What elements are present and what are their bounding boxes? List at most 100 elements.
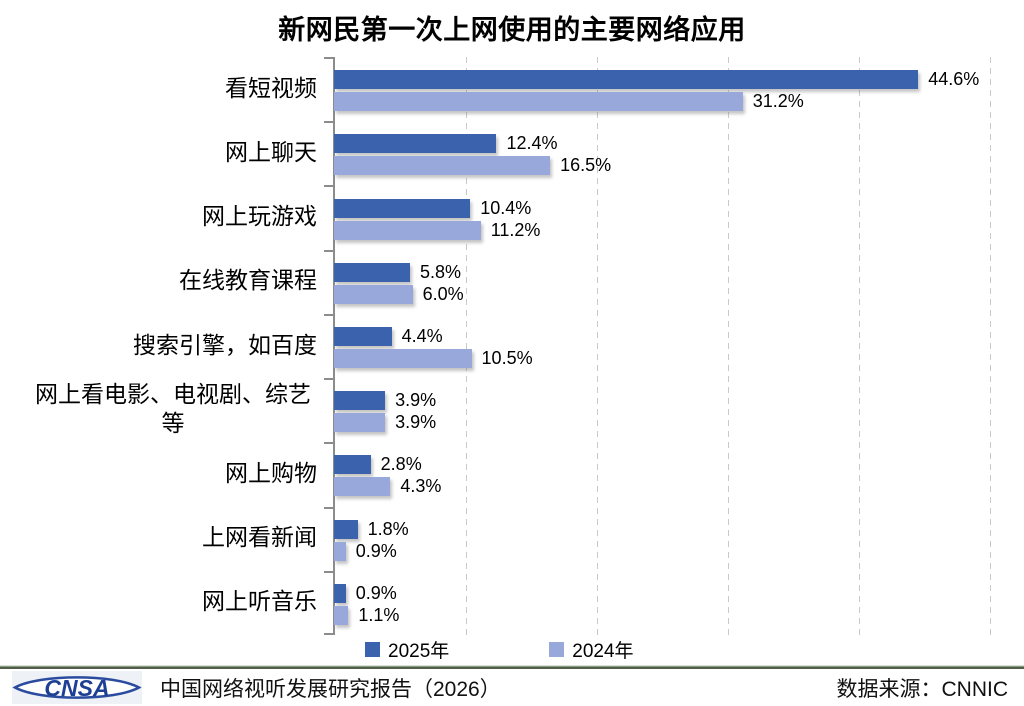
bars-stack: 44.6% 31.2% bbox=[334, 67, 980, 112]
bar-line: 2.8% bbox=[334, 454, 441, 475]
legend-item-2025年: 2025年 bbox=[365, 636, 449, 663]
bar-2025年 bbox=[334, 134, 497, 154]
bar-2024年 bbox=[334, 220, 481, 240]
bar-line: 1.8% bbox=[334, 518, 409, 539]
axis-tick bbox=[324, 121, 333, 123]
category-label: 网上听音乐 bbox=[202, 589, 317, 615]
bar-2024年 bbox=[334, 92, 743, 112]
bar-value-label: 4.4% bbox=[401, 325, 443, 346]
category-label-cell: 网上购物 bbox=[0, 460, 333, 489]
category-label-cell: 网上聊天 bbox=[0, 139, 333, 168]
bars-cell: 44.6% 31.2% bbox=[333, 57, 1024, 121]
bar-line: 44.6% bbox=[334, 69, 980, 90]
category-label-cell: 看短视频 bbox=[0, 75, 333, 104]
category-row: 在线教育课程 5.8% 6.0% bbox=[0, 250, 1024, 314]
bars-stack: 0.9% 1.1% bbox=[334, 581, 399, 625]
category-label-cell: 网上看电影、电视剧、综艺等 bbox=[0, 381, 333, 439]
footer-divider bbox=[0, 665, 1024, 669]
axis-tick bbox=[324, 185, 333, 187]
bars-stack: 5.8% 6.0% bbox=[334, 260, 464, 304]
category-label: 网上聊天 bbox=[225, 139, 317, 165]
bar-2024年 bbox=[334, 284, 413, 304]
cnsa-logo: CNSA bbox=[12, 671, 142, 704]
legend-marker-icon bbox=[549, 642, 565, 657]
bar-value-label: 3.9% bbox=[395, 412, 437, 433]
gridline-30 bbox=[728, 57, 729, 635]
bar-value-label: 1.1% bbox=[358, 604, 400, 625]
category-label: 搜索引擎，如百度 bbox=[133, 332, 317, 358]
bars-stack: 2.8% 4.3% bbox=[334, 452, 442, 497]
bar-value-label: 5.8% bbox=[419, 261, 461, 282]
axis-tick bbox=[324, 571, 333, 573]
axis-tick bbox=[324, 507, 333, 509]
category-label-cell: 在线教育课程 bbox=[0, 267, 333, 296]
axis-tick bbox=[324, 378, 333, 380]
category-row: 搜索引擎，如百度 4.4% 10.5% bbox=[0, 314, 1024, 378]
report-title: 中国网络视听发展研究报告（2026） bbox=[160, 677, 501, 701]
bar-2025年 bbox=[334, 198, 471, 218]
bar-value-label: 6.0% bbox=[422, 283, 464, 304]
bars-cell: 2.8% 4.3% bbox=[333, 442, 1024, 506]
bars-cell: 3.9% 3.9% bbox=[333, 378, 1024, 442]
bar-line: 0.9% bbox=[334, 540, 409, 561]
chart-title: 新网民第一次上网使用的主要网络应用 bbox=[278, 15, 746, 45]
bar-2024年 bbox=[334, 413, 386, 433]
category-axis-line bbox=[333, 57, 335, 635]
category-label-cell: 网上玩游戏 bbox=[0, 203, 333, 232]
bar-2025年 bbox=[334, 455, 371, 475]
category-label-cell: 上网看新闻 bbox=[0, 524, 333, 553]
bar-line: 5.8% bbox=[334, 261, 464, 282]
bar-2025年 bbox=[334, 519, 358, 539]
bar-value-label: 11.2% bbox=[490, 219, 541, 240]
legend-marker-icon bbox=[365, 642, 380, 657]
category-row: 看短视频 44.6% 31.2% bbox=[0, 57, 1024, 121]
bar-value-label: 1.8% bbox=[367, 518, 409, 539]
bar-2024年 bbox=[334, 477, 391, 497]
category-row: 网上听音乐 0.9% 1.1% bbox=[0, 571, 1024, 635]
bar-value-label: 16.5% bbox=[560, 155, 612, 176]
axis-tick bbox=[324, 57, 333, 59]
cnsa-logo-text: CNSA bbox=[44, 675, 109, 701]
bars-cell: 10.4% 11.2% bbox=[333, 185, 1024, 249]
bar-line: 0.9% bbox=[334, 582, 399, 603]
category-label: 上网看新闻 bbox=[202, 525, 317, 551]
bars-stack: 1.8% 0.9% bbox=[334, 517, 409, 561]
category-label: 网上购物 bbox=[225, 461, 317, 487]
axis-tick bbox=[324, 633, 333, 635]
bar-2025年 bbox=[334, 70, 919, 90]
bars-cell: 12.4% 16.5% bbox=[333, 121, 1024, 185]
legend-item-2024年: 2024年 bbox=[549, 636, 634, 663]
category-label-cell: 网上听音乐 bbox=[0, 588, 333, 617]
bar-value-label: 12.4% bbox=[506, 133, 558, 154]
bars-stack: 3.9% 3.9% bbox=[334, 388, 437, 433]
gridline-10 bbox=[466, 57, 467, 635]
bars-cell: 0.9% 1.1% bbox=[333, 571, 1024, 635]
bar-line: 11.2% bbox=[334, 219, 541, 240]
bar-line: 31.2% bbox=[334, 91, 979, 112]
bar-value-label: 2.8% bbox=[380, 454, 422, 475]
axis-tick bbox=[324, 314, 333, 316]
bar-value-label: 4.3% bbox=[400, 476, 442, 497]
gridline-20 bbox=[597, 57, 598, 635]
bar-value-label: 0.9% bbox=[355, 540, 397, 561]
bar-value-label: 44.6% bbox=[928, 69, 980, 90]
bar-line: 3.9% bbox=[334, 412, 437, 433]
bar-2025年 bbox=[334, 583, 346, 603]
bar-2025年 bbox=[334, 262, 410, 282]
legend-label: 2025年 bbox=[388, 641, 450, 662]
bar-line: 16.5% bbox=[334, 155, 612, 176]
category-label: 网上玩游戏 bbox=[202, 204, 317, 230]
bar-line: 3.9% bbox=[334, 390, 436, 411]
bar-line: 10.5% bbox=[334, 348, 533, 368]
category-label: 在线教育课程 bbox=[179, 268, 317, 294]
bar-rows: 看短视频 44.6% 31.2% 网上聊天 12.4% 16.5% 网上玩游戏 10.4% 11… bbox=[0, 57, 1024, 635]
bar-value-label: 0.9% bbox=[355, 582, 397, 603]
bar-line: 4.4% bbox=[334, 325, 533, 346]
category-row: 网上购物 2.8% 4.3% bbox=[0, 442, 1024, 506]
bar-2025年 bbox=[334, 391, 386, 411]
bar-line: 10.4% bbox=[334, 198, 540, 218]
bar-line: 1.1% bbox=[334, 604, 400, 625]
cnsa-logo-icon: CNSA bbox=[12, 675, 142, 701]
category-row: 网上聊天 12.4% 16.5% bbox=[0, 121, 1024, 185]
